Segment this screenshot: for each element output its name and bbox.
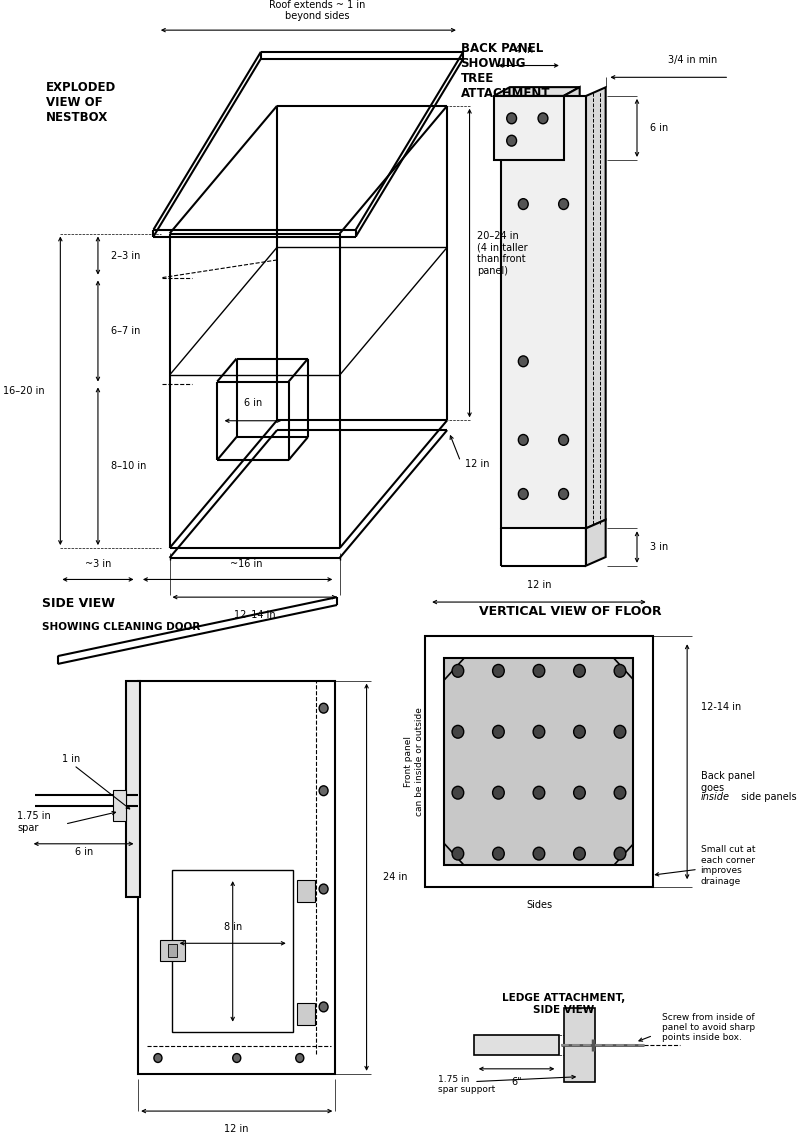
Text: 12–14 in: 12–14 in: [234, 609, 275, 620]
Circle shape: [614, 664, 626, 678]
Bar: [126, 681, 140, 896]
Text: VERTICAL VIEW OF FLOOR: VERTICAL VIEW OF FLOOR: [479, 605, 662, 618]
Polygon shape: [586, 519, 606, 566]
Text: 1.75 in
spar: 1.75 in spar: [18, 811, 51, 833]
Text: inside: inside: [701, 792, 730, 802]
Circle shape: [452, 664, 464, 678]
Circle shape: [533, 664, 545, 678]
Circle shape: [452, 726, 464, 738]
Bar: [445, 658, 634, 866]
Bar: [494, 96, 563, 159]
Circle shape: [574, 847, 586, 860]
Circle shape: [533, 786, 545, 800]
Circle shape: [493, 786, 504, 800]
Text: EXPLODED
VIEW OF
NESTBOX: EXPLODED VIEW OF NESTBOX: [46, 81, 116, 124]
Circle shape: [493, 726, 504, 738]
Text: side panels: side panels: [738, 792, 797, 802]
Text: 4 in: 4 in: [515, 44, 534, 55]
Text: BACK PANEL
SHOWING
TREE
ATTACHMENT: BACK PANEL SHOWING TREE ATTACHMENT: [461, 42, 550, 100]
Polygon shape: [586, 88, 606, 528]
Text: 16–20 in: 16–20 in: [2, 386, 44, 395]
Polygon shape: [563, 88, 580, 159]
Circle shape: [493, 847, 504, 860]
Text: 12 in: 12 in: [225, 1124, 249, 1133]
Text: 8 in: 8 in: [223, 921, 242, 932]
Circle shape: [614, 786, 626, 800]
Circle shape: [493, 664, 504, 678]
Bar: [172, 870, 293, 1032]
Circle shape: [574, 786, 586, 800]
Text: ~3 in: ~3 in: [85, 559, 111, 568]
Bar: [138, 681, 335, 1074]
Text: 6 in: 6 in: [244, 398, 262, 408]
Text: 6": 6": [511, 1076, 522, 1087]
Circle shape: [533, 726, 545, 738]
Text: 1.75 in
spar support: 1.75 in spar support: [438, 1075, 495, 1095]
Bar: [425, 637, 653, 887]
Circle shape: [533, 847, 545, 860]
Circle shape: [558, 434, 569, 445]
Circle shape: [319, 703, 328, 713]
Text: Back panel
goes: Back panel goes: [701, 771, 754, 793]
Text: 6 in: 6 in: [75, 846, 94, 857]
Text: 12 in: 12 in: [526, 581, 551, 590]
Text: 12 in: 12 in: [465, 459, 490, 469]
Circle shape: [233, 1054, 241, 1063]
Text: 2–3 in: 2–3 in: [111, 251, 141, 261]
Circle shape: [574, 664, 586, 678]
Text: 20–24 in
(4 in taller
than front
panel): 20–24 in (4 in taller than front panel): [477, 231, 527, 276]
Circle shape: [319, 1002, 328, 1011]
Circle shape: [296, 1054, 304, 1063]
Text: Screw from inside of
panel to avoid sharp
points inside box.: Screw from inside of panel to avoid shar…: [662, 1013, 755, 1042]
Bar: [297, 880, 314, 902]
Bar: [168, 943, 177, 957]
Circle shape: [154, 1054, 162, 1063]
Bar: [160, 940, 185, 961]
Circle shape: [518, 434, 528, 445]
Polygon shape: [494, 88, 580, 96]
Text: 12-14 in: 12-14 in: [701, 702, 741, 712]
Text: ~16 in: ~16 in: [230, 559, 263, 568]
Text: 3 in: 3 in: [650, 542, 669, 552]
Circle shape: [558, 489, 569, 499]
Circle shape: [518, 355, 528, 367]
Circle shape: [319, 786, 328, 796]
Bar: [297, 1003, 314, 1025]
Circle shape: [614, 847, 626, 860]
Bar: [563, 1008, 595, 1082]
Text: 3/4 in min: 3/4 in min: [668, 55, 718, 65]
Text: SHOWING CLEANING DOOR: SHOWING CLEANING DOOR: [42, 622, 201, 632]
Text: Front panel
can be inside or outside: Front panel can be inside or outside: [404, 707, 424, 817]
Circle shape: [518, 489, 528, 499]
Circle shape: [452, 847, 464, 860]
Text: Small cut at
each corner
improves
drainage: Small cut at each corner improves draina…: [701, 845, 755, 885]
Bar: [501, 96, 586, 528]
Text: 24 in: 24 in: [382, 872, 407, 883]
Circle shape: [506, 113, 517, 124]
Text: SIDE VIEW: SIDE VIEW: [42, 597, 115, 611]
Bar: [474, 1035, 559, 1055]
Circle shape: [574, 726, 586, 738]
Text: 6–7 in: 6–7 in: [111, 326, 141, 336]
Circle shape: [558, 198, 569, 210]
Text: 1 in: 1 in: [62, 754, 80, 764]
Circle shape: [506, 136, 517, 146]
Text: 8–10 in: 8–10 in: [111, 461, 146, 472]
Circle shape: [538, 113, 548, 124]
Text: Sides: Sides: [526, 900, 552, 910]
Text: 6 in: 6 in: [650, 123, 669, 133]
Circle shape: [614, 726, 626, 738]
Circle shape: [452, 786, 464, 800]
Text: Roof extends ~ 1 in
beyond sides: Roof extends ~ 1 in beyond sides: [269, 0, 366, 22]
Circle shape: [319, 884, 328, 894]
Text: LEDGE ATTACHMENT,
SIDE VIEW: LEDGE ATTACHMENT, SIDE VIEW: [502, 993, 625, 1015]
Bar: [113, 789, 126, 821]
Circle shape: [518, 198, 528, 210]
